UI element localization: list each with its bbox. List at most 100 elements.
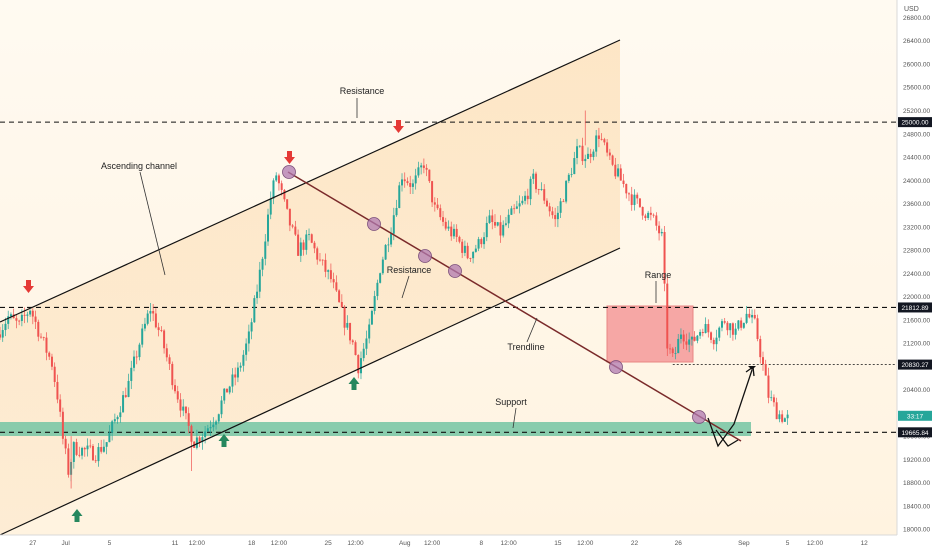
down-arrow-icon [284, 151, 295, 164]
candle-body [704, 324, 707, 334]
candle-body [403, 179, 406, 182]
candle-body [228, 386, 231, 393]
candle-body [422, 165, 425, 168]
projection-path[interactable] [707, 369, 753, 448]
candle-body [401, 179, 404, 186]
candle-body [753, 314, 756, 319]
candle-body [710, 332, 713, 340]
candle-body [182, 406, 185, 411]
candle-body [477, 239, 480, 249]
candle-body [751, 314, 754, 318]
ascending-channel-fill [0, 40, 620, 535]
time-tick-label: Jul [61, 540, 70, 547]
candle-body [532, 173, 535, 179]
time-tick-label: 27 [29, 540, 37, 547]
price-axis[interactable] [897, 0, 932, 550]
candle-body [734, 328, 737, 335]
time-tick-label: 8 [480, 540, 484, 547]
candle-body [48, 352, 51, 357]
candle-body [707, 324, 710, 333]
candle-body [127, 380, 130, 397]
candle-body [597, 135, 600, 139]
touch-markers [282, 165, 706, 424]
candle-body [26, 314, 29, 316]
candle-body [737, 320, 740, 329]
price-tick-label: 23600.00 [903, 201, 930, 208]
time-tick-label: 11 [172, 540, 179, 547]
price-tick-label: 18000.00 [903, 527, 930, 534]
candle-body [34, 316, 37, 322]
candle-body [493, 222, 496, 226]
candle-body [390, 233, 393, 245]
candle-body [50, 356, 53, 367]
candle-body [215, 421, 218, 425]
candle-body [122, 395, 125, 413]
candle-body [168, 357, 171, 364]
candle-body [343, 307, 346, 328]
candle-body [83, 447, 86, 450]
candle-body [108, 432, 111, 443]
candle-body [231, 374, 234, 387]
candle-body [595, 135, 598, 152]
label-resistance-mid: Resistance [387, 265, 432, 275]
channel-lower-line[interactable] [0, 247, 621, 536]
candle-body [699, 331, 702, 336]
range-box[interactable] [606, 305, 694, 363]
candle-body [56, 381, 59, 400]
candle-body [354, 342, 357, 356]
candle-body [570, 174, 573, 175]
candle-body [204, 431, 207, 438]
candle-body [447, 226, 450, 229]
candle-body [157, 327, 160, 331]
candle-body [677, 338, 680, 354]
candle-body [133, 356, 136, 368]
trendline[interactable] [287, 171, 742, 442]
price-tick-label: 25200.00 [903, 108, 930, 115]
channel-upper-line[interactable] [0, 39, 621, 323]
time-axis[interactable] [0, 535, 897, 550]
label-range: Range [645, 270, 672, 280]
candle-body [603, 139, 606, 143]
candle-body [433, 202, 436, 205]
candle-body [160, 330, 163, 331]
candle-body [625, 184, 628, 194]
candle-body [234, 374, 237, 378]
candle-body [537, 189, 540, 191]
candle-body [693, 336, 696, 341]
candle-body [660, 231, 663, 234]
price-tick-label: 25600.00 [903, 85, 930, 92]
candle-body [540, 189, 543, 191]
down-arrows [23, 120, 404, 293]
candle-body [42, 337, 45, 338]
candle-body [138, 344, 141, 358]
up-arrows [71, 377, 360, 522]
level-price-label: 21812.89 [901, 305, 928, 312]
candle-body [346, 322, 349, 328]
candle-body [627, 193, 630, 195]
candle-body [526, 195, 529, 200]
candle-body [368, 324, 371, 339]
candle-body [392, 215, 395, 234]
candle-body [644, 215, 647, 219]
candle-body [195, 437, 198, 448]
candle-body [567, 174, 570, 181]
candle-body [786, 414, 789, 419]
marker-circle [367, 217, 381, 231]
candle-body [89, 445, 92, 447]
candle-body [340, 301, 343, 308]
candle-body [313, 242, 316, 249]
candle-body [384, 245, 387, 260]
time-tick-label: 26 [675, 540, 683, 547]
candle-body [15, 318, 18, 321]
candle-body [452, 228, 455, 237]
projection-path-down[interactable] [715, 429, 739, 447]
time-axis-ticks: 27 Jul 5 11 12:00 18 12:00 25 12:00 Aug 12:00 8 12:0… [29, 540, 868, 547]
candle-body [764, 364, 767, 376]
candle-body [1, 330, 4, 338]
candle-body [269, 198, 272, 215]
time-tick-label: 12 [861, 540, 869, 547]
candle-body [688, 339, 691, 345]
candle-body [105, 442, 108, 447]
candle-body [130, 367, 133, 381]
